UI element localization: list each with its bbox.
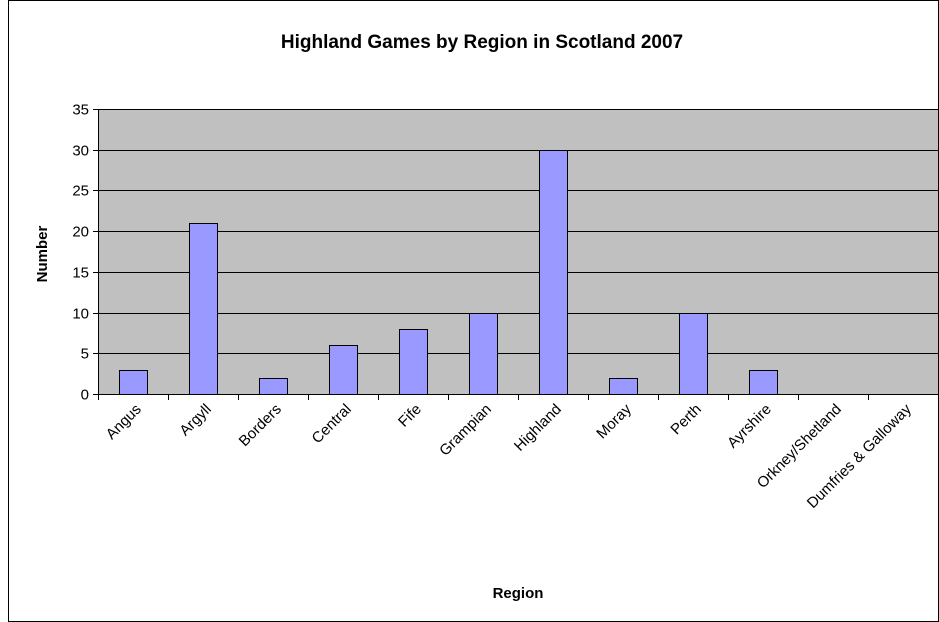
bar — [259, 378, 288, 395]
y-tick-label: 10 — [72, 306, 89, 323]
x-axis-title: Region — [493, 585, 544, 602]
bar — [539, 150, 568, 395]
bar — [399, 329, 428, 395]
bar — [119, 370, 148, 395]
y-tick-label: 5 — [81, 346, 89, 363]
y-tick-label: 30 — [72, 143, 89, 160]
y-tick-label: 35 — [72, 102, 89, 119]
y-axis-title: Number — [34, 226, 51, 283]
bar — [609, 378, 638, 395]
y-tick-label: 20 — [72, 224, 89, 241]
bar — [189, 223, 218, 395]
bar — [329, 345, 358, 395]
y-tick-label: 15 — [72, 265, 89, 282]
y-tick-label: 0 — [81, 387, 89, 404]
bar — [469, 313, 498, 395]
chart-title: Highland Games by Region in Scotland 200… — [281, 32, 683, 53]
bar — [749, 370, 778, 395]
y-tick-label: 25 — [72, 183, 89, 200]
bar — [679, 313, 708, 395]
plot-background — [98, 109, 938, 394]
